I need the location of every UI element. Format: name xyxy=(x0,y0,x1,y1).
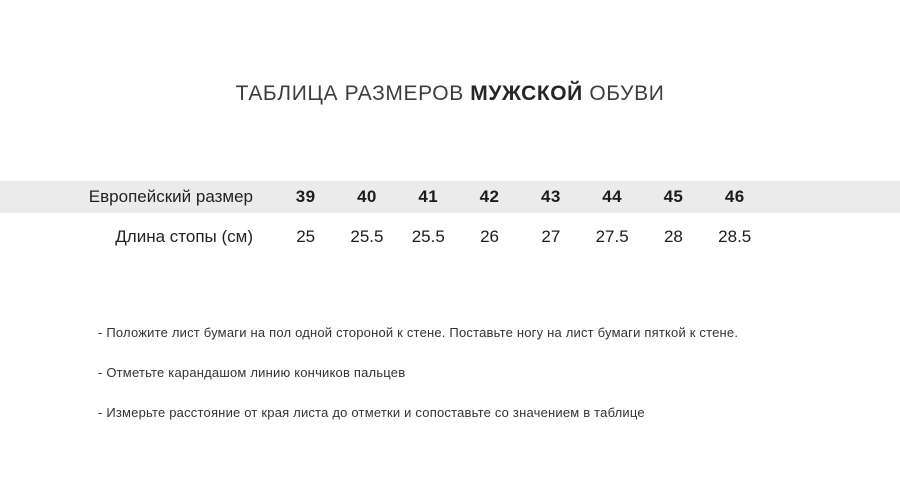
row-cells-eu-size: 39 40 41 42 43 44 45 46 xyxy=(275,187,765,207)
row-cells-foot-length: 25 25.5 25.5 26 27 27.5 28 28.5 xyxy=(275,227,765,247)
page-title-prefix: ТАБЛИЦА РАЗМЕРОВ xyxy=(235,82,464,105)
size-cell: 25.5 xyxy=(411,227,445,246)
size-cell: 43 xyxy=(540,187,561,206)
size-cell: 40 xyxy=(357,187,377,206)
instruction-measure-step-2: - Отметьте карандашом линию кончиков пал… xyxy=(98,365,406,380)
size-cell: 39 xyxy=(295,187,316,206)
page-title: ТАБЛИЦА РАЗМЕРОВ МУЖСКОЙ ОБУВИ xyxy=(0,82,900,106)
row-label-eu-size: Европейский размер xyxy=(88,187,253,206)
page-title-suffix: ОБУВИ xyxy=(589,82,665,105)
size-cell: 45 xyxy=(663,187,684,206)
size-cell: 27.5 xyxy=(595,227,629,246)
size-cell: 41 xyxy=(418,187,439,206)
instruction-measure-step-3: - Измерьте расстояние от края листа до о… xyxy=(98,405,645,420)
page-title-gender: МУЖСКОЙ xyxy=(470,82,583,105)
size-cell: 27 xyxy=(541,227,561,246)
size-cell: 28 xyxy=(663,227,683,246)
row-label-foot-length: Длина стопы (см) xyxy=(115,227,253,246)
size-cell: 26 xyxy=(480,227,499,246)
size-cell: 46 xyxy=(724,187,745,206)
instructions-list: - Положите лист бумаги на пол одной стор… xyxy=(98,326,858,446)
size-cell: 44 xyxy=(602,187,622,206)
size-cell: 25.5 xyxy=(350,227,384,246)
size-table: Европейский размер 39 40 41 42 43 44 45 46 Длин… xyxy=(0,181,900,261)
size-cell: 25 xyxy=(296,227,316,246)
size-table-row-eu-size: Европейский размер 39 40 41 42 43 44 45 46 xyxy=(0,181,900,213)
size-cell: 28.5 xyxy=(718,227,752,246)
size-cell: 42 xyxy=(479,187,500,206)
instruction-measure-step-1: - Положите лист бумаги на пол одной стор… xyxy=(98,325,739,340)
size-table-row-foot-length: Длина стопы (см) 25 25.5 25.5 26 27 27.5 28 28.… xyxy=(0,213,900,261)
